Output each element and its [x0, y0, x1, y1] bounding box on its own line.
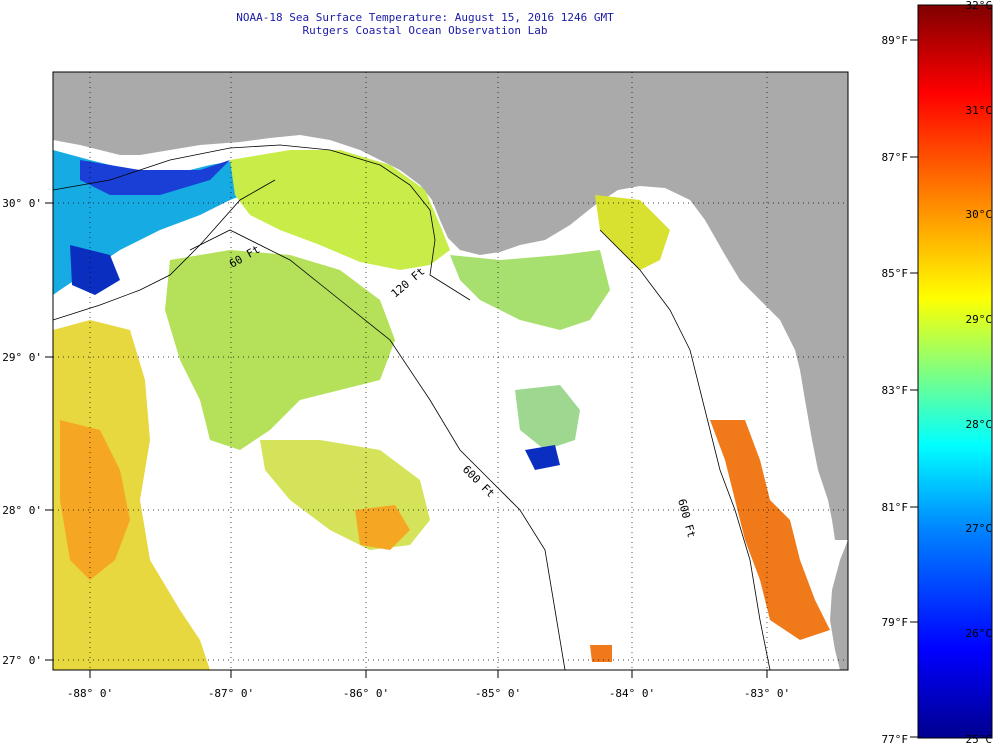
- sst-patch-bigbend: [450, 250, 610, 330]
- sst-patch-tampa-warm: [710, 420, 830, 640]
- lon-label: -84° 0': [609, 687, 655, 700]
- isobath-label-600-east: 600 Ft: [675, 497, 698, 539]
- colorbar-c-label: 25°C: [966, 733, 993, 746]
- colorbar-c-label: 29°C: [966, 313, 993, 326]
- lat-label: 29° 0': [2, 351, 42, 364]
- map-frame: [52, 71, 849, 671]
- colorbar-f-label: 81°F: [882, 501, 909, 514]
- map-title: NOAA-18 Sea Surface Temperature: August …: [236, 11, 614, 24]
- colorbar-c-label: 31°C: [966, 104, 993, 117]
- sst-patch-mid: [165, 250, 395, 450]
- colorbar-f-label: 79°F: [882, 616, 909, 629]
- lon-label: -86° 0': [343, 687, 389, 700]
- sst-patch-orange-mid: [355, 505, 410, 550]
- sst-patch-west-hot: [60, 420, 130, 580]
- map-subtitle: Rutgers Coastal Ocean Observation Lab: [302, 24, 548, 37]
- sst-patch-coastal: [230, 150, 450, 270]
- colorbar-f-label: 83°F: [882, 384, 909, 397]
- isobath-label-120: 120 Ft: [389, 265, 428, 301]
- colorbar-f-label: 85°F: [882, 267, 909, 280]
- sst-patch-mid-south: [515, 385, 580, 450]
- sst-patch-blue-deep: [80, 160, 230, 195]
- sst-patch-small-1: [590, 645, 612, 662]
- lon-label: -88° 0': [67, 687, 113, 700]
- colorbar: [917, 4, 993, 739]
- lon-label: -83° 0': [744, 687, 790, 700]
- land-area-south: [830, 540, 848, 670]
- lat-label: 28° 0': [2, 504, 42, 517]
- colorbar-f-label: 89°F: [882, 34, 909, 47]
- colorbar-c-label: 30°C: [966, 208, 993, 221]
- isobath-lines: [52, 144, 771, 671]
- sst-patch-blue-west: [70, 245, 120, 295]
- land-area: [53, 72, 848, 540]
- colorbar-c-label: 28°C: [966, 418, 993, 431]
- colorbar-f-label: 77°F: [882, 733, 909, 746]
- sst-patch-east-coast: [595, 195, 670, 270]
- lon-label: -85° 0': [475, 687, 521, 700]
- colorbar-ticks: [910, 39, 918, 738]
- sst-patch-blue-pocket: [525, 445, 560, 470]
- lat-label: 27° 0': [2, 654, 42, 667]
- colorbar-c-label: 27°C: [966, 522, 993, 535]
- lon-label: -87° 0': [208, 687, 254, 700]
- colorbar-c-label: 26°C: [966, 627, 993, 640]
- colorbar-c-label: 32°C: [966, 0, 993, 12]
- axis-ticks: [45, 202, 768, 678]
- lat-label: 30° 0': [2, 197, 42, 210]
- colorbar-f-label: 87°F: [882, 151, 909, 164]
- sst-patch-west-warm: [53, 320, 210, 670]
